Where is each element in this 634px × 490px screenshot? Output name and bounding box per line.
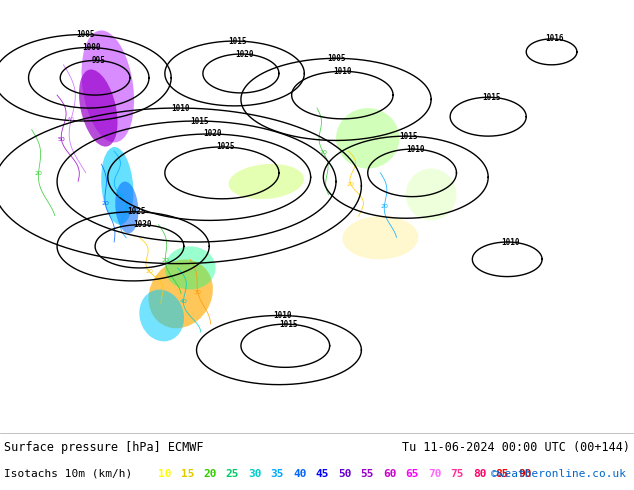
Text: ©weatheronline.co.uk: ©weatheronline.co.uk xyxy=(491,469,626,479)
Text: 50: 50 xyxy=(58,137,65,142)
Text: 1005: 1005 xyxy=(76,30,95,39)
Ellipse shape xyxy=(406,169,456,220)
Text: 15: 15 xyxy=(181,469,194,479)
Text: 40: 40 xyxy=(67,118,75,122)
Ellipse shape xyxy=(82,30,134,143)
Text: 1025: 1025 xyxy=(216,143,235,151)
Text: 40: 40 xyxy=(293,469,306,479)
Text: 70: 70 xyxy=(428,469,441,479)
Text: 60: 60 xyxy=(383,469,396,479)
Text: 1010: 1010 xyxy=(333,67,352,76)
Ellipse shape xyxy=(101,147,133,225)
Text: 40: 40 xyxy=(179,299,188,304)
Text: 30: 30 xyxy=(117,193,125,197)
Ellipse shape xyxy=(165,246,216,290)
Text: 1015: 1015 xyxy=(279,319,298,329)
Text: 1010: 1010 xyxy=(501,238,520,246)
Text: Isotachs 10m (km/h): Isotachs 10m (km/h) xyxy=(4,469,133,479)
Text: 25: 25 xyxy=(226,469,239,479)
Ellipse shape xyxy=(336,108,399,169)
Ellipse shape xyxy=(148,260,213,328)
Text: 10: 10 xyxy=(158,469,172,479)
Text: 1025: 1025 xyxy=(127,207,146,216)
Text: 995: 995 xyxy=(91,56,105,65)
Text: 50: 50 xyxy=(338,469,351,479)
Text: Tu 11-06-2024 00:00 UTC (00+144): Tu 11-06-2024 00:00 UTC (00+144) xyxy=(402,441,630,454)
Text: 20: 20 xyxy=(203,469,216,479)
Text: 65: 65 xyxy=(406,469,419,479)
Text: 55: 55 xyxy=(361,469,374,479)
Text: 1010: 1010 xyxy=(273,311,292,320)
Ellipse shape xyxy=(79,70,117,147)
Text: 30: 30 xyxy=(194,290,202,295)
Text: 1020: 1020 xyxy=(235,49,254,58)
Text: 1015: 1015 xyxy=(399,132,418,141)
Ellipse shape xyxy=(139,290,184,342)
Text: 1015: 1015 xyxy=(228,37,247,46)
Text: 1015: 1015 xyxy=(482,93,501,102)
Text: 20: 20 xyxy=(347,182,355,187)
Text: 20: 20 xyxy=(35,172,42,176)
Text: 20: 20 xyxy=(145,269,153,274)
Text: 45: 45 xyxy=(316,469,329,479)
Text: 85: 85 xyxy=(496,469,509,479)
Text: 20: 20 xyxy=(380,203,388,209)
Text: 1005: 1005 xyxy=(327,54,346,63)
Text: 35: 35 xyxy=(271,469,284,479)
Text: 1010: 1010 xyxy=(406,145,425,153)
Text: 20: 20 xyxy=(101,201,109,206)
Text: 20: 20 xyxy=(319,149,327,154)
Text: 80: 80 xyxy=(473,469,486,479)
Text: 1030: 1030 xyxy=(133,220,152,229)
Text: 1000: 1000 xyxy=(82,43,101,52)
Ellipse shape xyxy=(229,164,304,199)
Text: 1016: 1016 xyxy=(545,34,564,44)
Text: 1010: 1010 xyxy=(171,103,190,113)
Text: 1020: 1020 xyxy=(203,129,222,139)
Ellipse shape xyxy=(115,182,138,233)
Text: 75: 75 xyxy=(451,469,464,479)
Text: Surface pressure [hPa] ECMWF: Surface pressure [hPa] ECMWF xyxy=(4,441,204,454)
Text: 30: 30 xyxy=(248,469,261,479)
Text: 1015: 1015 xyxy=(190,117,209,125)
Text: 20: 20 xyxy=(162,258,169,263)
Ellipse shape xyxy=(342,216,418,259)
Text: 90: 90 xyxy=(518,469,531,479)
